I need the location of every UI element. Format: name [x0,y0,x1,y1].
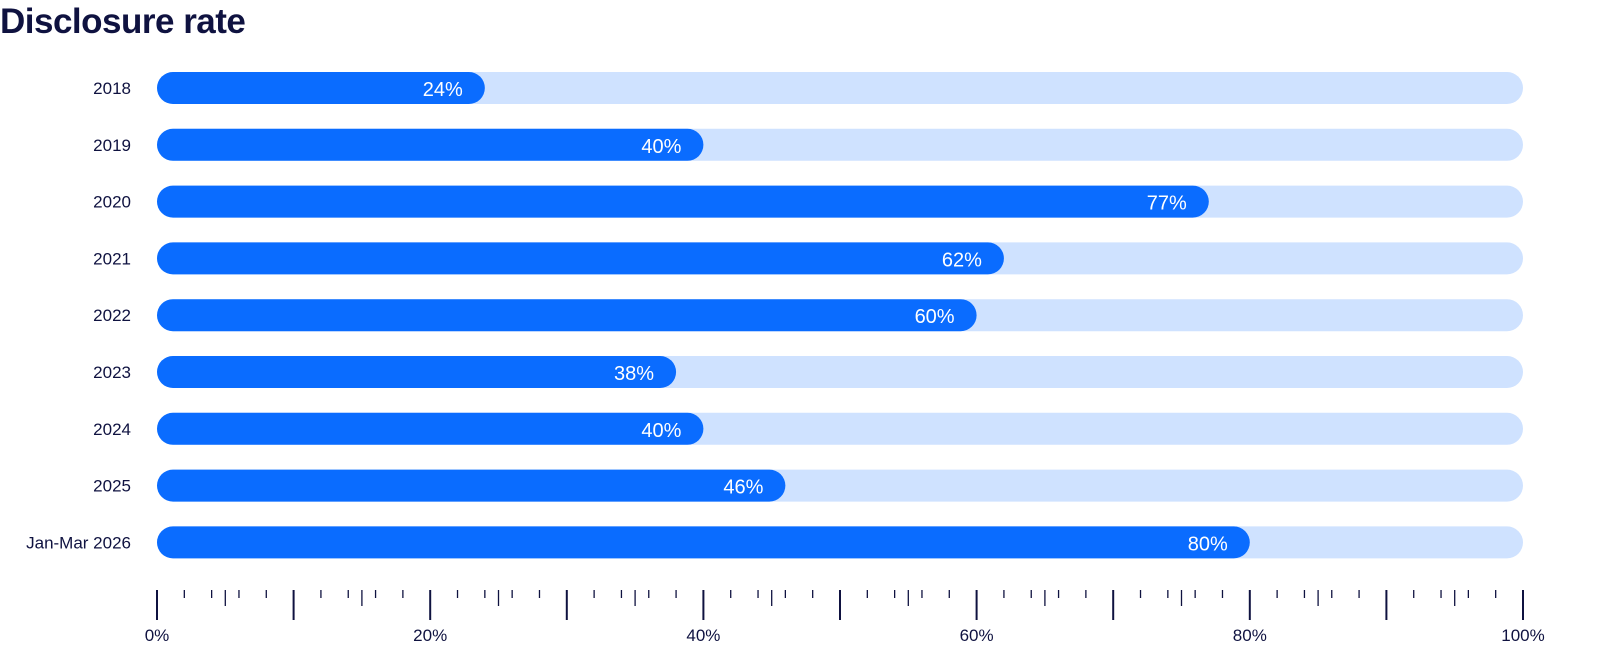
chart-title: Disclosure rate [0,2,246,41]
category-label: 2023 [93,363,131,382]
category-label: 2021 [93,249,131,268]
value-label: 40% [641,136,681,158]
category-label: 2020 [93,193,131,212]
bar-row: 2025 46% [93,469,1523,502]
bar-row: 2018 24% [93,72,1523,104]
bar [157,72,485,104]
x-tick-label: 100% [1501,626,1544,645]
value-label: 62% [942,249,982,271]
x-tick-label: 80% [1233,626,1267,645]
bar-row: 2023 38% [93,356,1523,388]
x-tick-label: 0% [145,626,170,645]
bar [157,356,677,388]
bar [157,299,977,332]
x-tick-label: 60% [960,626,994,645]
bar [157,469,786,502]
bar-row: 2022 60% [93,299,1523,332]
category-label: Jan-Mar 2026 [26,533,131,552]
value-label: 77% [1147,193,1187,215]
value-label: 38% [614,363,654,385]
bar [157,128,704,161]
bar [157,242,1004,275]
value-label: 24% [423,79,463,101]
x-axis: 0% 20% 40% 60% 80% 100% [145,590,1545,645]
bar-row: 2020 77% [93,185,1523,218]
bar [157,526,1250,559]
category-label: 2025 [93,477,131,496]
bar [157,185,1209,218]
bar-row: Jan-Mar 2026 80% [26,526,1523,559]
value-label: 46% [723,477,763,499]
bar-row: 2024 40% [93,412,1523,445]
category-label: 2018 [93,79,131,98]
bar [157,412,704,445]
bar-row: 2021 62% [93,242,1523,275]
value-label: 60% [915,306,955,328]
value-label: 80% [1188,533,1228,555]
bar-row: 2019 40% [93,128,1523,161]
category-label: 2024 [93,420,131,439]
category-label: 2022 [93,306,131,325]
category-label: 2019 [93,136,131,155]
bar-track [157,72,1523,104]
x-tick-label: 20% [413,626,447,645]
value-label: 40% [641,420,681,442]
x-tick-label: 40% [686,626,720,645]
